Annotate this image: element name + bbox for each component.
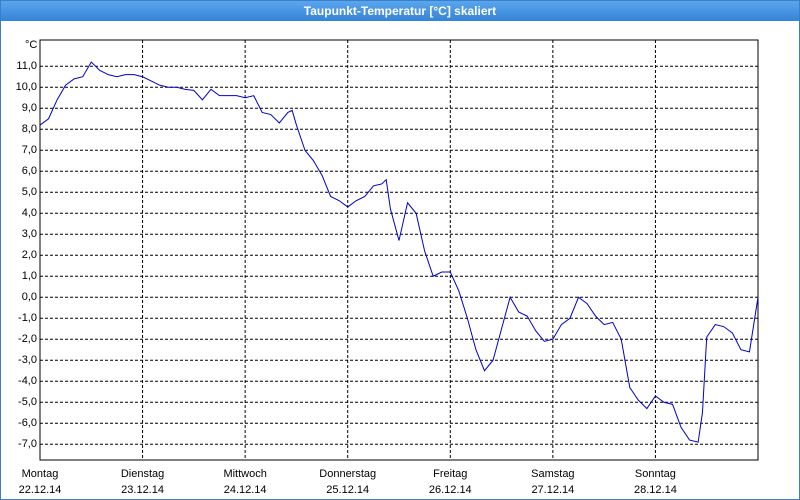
y-tick-label: 1,0 (22, 270, 37, 282)
y-tick-label: 8,0 (22, 123, 37, 135)
x-tick-label: Dienstag (121, 468, 164, 480)
y-tick-label: 10,0 (16, 81, 37, 93)
chart: °C -7,0 -6,0 -5,0 -4,0 -3,0 -2,0 -1,0 0,0 1,0 2,0… (16, 39, 759, 496)
y-axis-label: °C (25, 39, 37, 51)
y-tick-label: -4,0 (18, 375, 37, 387)
data-line (39, 61, 759, 443)
y-tick-label: -1,0 (18, 312, 37, 324)
x-tick-label: Montag (22, 468, 59, 480)
y-tick-label: -2,0 (18, 333, 37, 345)
x-tick-date: 23.12.14 (121, 484, 164, 496)
x-tick-date: 25.12.14 (326, 484, 369, 496)
y-tick-label: 6,0 (22, 165, 37, 177)
y-tick-label: 7,0 (22, 144, 37, 156)
y-tick-label: 2,0 (22, 249, 37, 261)
x-tick-date: 28.12.14 (634, 484, 677, 496)
x-tick-label: Mittwoch (223, 468, 266, 480)
x-tick-date: 26.12.14 (429, 484, 472, 496)
x-tick-label: Freitag (433, 468, 467, 480)
y-tick-label: 5,0 (22, 186, 37, 198)
y-tick-label: -5,0 (18, 396, 37, 408)
y-tick-label: 11,0 (16, 60, 37, 72)
x-tick-date: 22.12.14 (19, 484, 62, 496)
y-tick-label: 4,0 (22, 207, 37, 219)
y-tick-label: -6,0 (18, 417, 37, 429)
x-tick-label: Samstag (531, 468, 574, 480)
x-tick-label: Sonntag (635, 468, 676, 480)
x-tick-date: 27.12.14 (531, 484, 574, 496)
plot-frame (39, 39, 759, 461)
y-tick-label: -3,0 (18, 354, 37, 366)
y-tick-label: 3,0 (22, 228, 37, 240)
x-tick-label: Donnerstag (319, 468, 376, 480)
x-tick-date: 24.12.14 (224, 484, 267, 496)
y-tick-label: -7,0 (18, 438, 37, 450)
y-tick-label: 9,0 (22, 102, 37, 114)
chart-title: Taupunkt-Temperatur [°C] skaliert (1, 1, 799, 21)
y-tick-label: 0,0 (22, 291, 37, 303)
